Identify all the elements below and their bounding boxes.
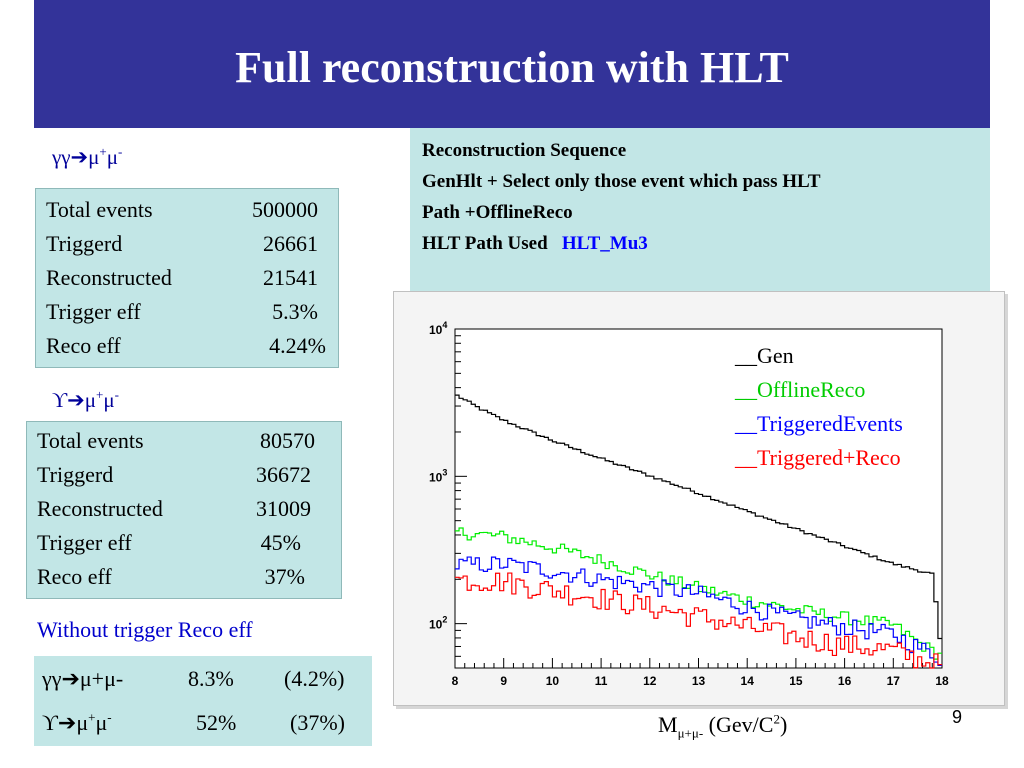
series-line-0 [455,394,942,640]
x-axis-caption: Mμ+μ- (Gev/C2) [658,711,788,741]
stat-label: Triggerd [37,462,114,487]
x-caption-sub: μ+μ- [677,725,704,741]
stat-value: 26661 [263,231,318,256]
process2-label-sup2: - [114,387,119,402]
legend-triggered-events: __TriggeredEvents [735,411,903,436]
stat-row: Triggerd 26661 [36,231,338,265]
reconstruction-sequence-box: Reconstruction Sequence GenHlt + Select … [410,128,990,292]
note-without-trigger: Without trigger Reco eff [37,617,253,642]
x-caption-main: M [658,712,678,737]
recon-line-1: Reconstruction Sequence [422,140,627,161]
summary-eff: 52% [196,710,237,735]
stat-value: 36672 [256,462,311,487]
summary-row-2: ϒ➔μ+μ- 52% (37%) [34,702,372,746]
stat-row: Total events 80570 [27,428,341,462]
process2-label: ϒ➔μ+μ- [52,388,119,413]
x-tick-label: 10 [546,674,560,688]
legend-offline-reco: __OfflineReco [735,377,866,402]
process1-label-sup1: + [99,144,107,159]
summary-process-mid: μ [95,710,108,735]
x-tick-label: 17 [887,674,901,688]
recon-line-4: HLT Path Used HLT_Mu3 [422,233,648,255]
process2-label-sup1: + [96,387,104,402]
stat-label: Reconstructed [37,496,163,521]
stat-value: 5.3% [272,299,318,324]
slide-title: Full reconstruction with HLT [235,43,789,92]
hlt-path-name: HLT_Mu3 [561,233,648,254]
x-tick-label: 18 [935,674,949,688]
legend-gen: __Gen [735,343,794,368]
process1-label-sup2: - [118,144,123,159]
x-tick-label: 12 [643,674,657,688]
stat-row: Reconstructed 21541 [36,265,338,299]
process2-label-main: ϒ➔μ [52,388,97,412]
stat-value: 45% [260,530,301,555]
stat-row: Trigger eff 45% [27,530,341,564]
process1-label-mid: μ [106,145,119,169]
stat-label: Total events [37,428,144,453]
stat-value: 31009 [256,496,311,521]
stat-label: Trigger eff [46,299,141,324]
stat-row: Total events 500000 [36,197,338,231]
summary-eff-reco: (37%) [290,710,345,735]
process1-label-main: γγ➔μ [52,145,100,169]
summary-process-main: ϒ➔μ [42,710,89,735]
x-tick-label: 13 [692,674,706,688]
summary-row-1: γγ➔μ+μ- 8.3% (4.2%) [34,656,372,702]
x-tick-label: 15 [789,674,803,688]
process2-stats-box: Total events 80570 Triggerd 36672 Reconstr… [26,421,342,599]
x-tick-label: 8 [452,674,459,688]
stat-label: Total events [46,197,153,222]
y-tick-label: 103 [429,467,447,484]
stat-row: Reconstructed 31009 [27,496,341,530]
stat-row: Reco eff 37% [27,564,341,598]
recon-line-2: GenHlt + Select only those event which p… [422,171,821,192]
series-line-3 [455,572,942,669]
y-tick-label: 102 [429,615,447,632]
x-caption-sup: 2 [773,711,780,727]
stat-value: 500000 [252,197,318,222]
legend-triggered-reco: __Triggered+Reco [735,445,901,470]
x-tick-label: 11 [595,674,608,688]
stat-row: Trigger eff 5.3% [36,299,338,333]
process1-stats-box: Total events 500000 Triggerd 26661 Reconst… [35,188,339,368]
summary-process-sup2: - [107,709,112,725]
x-caption-rest: (Gev/C [703,712,774,737]
x-caption-end: ) [779,712,788,737]
summary-eff-reco: (4.2%) [284,666,345,691]
process1-label: γγ➔μ+μ- [52,145,122,170]
x-tick-label: 16 [838,674,852,688]
x-tick-label: 9 [500,674,507,688]
summary-process: γγ➔μ+μ- [42,666,124,691]
stat-label: Trigger eff [37,530,132,555]
stat-label: Reconstructed [46,265,172,290]
x-tick-label: 14 [741,674,755,688]
histogram-chart: 8 9 10 11 12 13 14 15 16 17 18 102 103 104 [429,320,949,688]
stat-value: 80570 [260,428,315,453]
stat-label: Triggerd [46,231,123,256]
y-tick-label: 104 [429,320,447,337]
stat-row: Reco eff 4.24% [36,333,338,367]
stat-row: Triggerd 36672 [27,462,341,496]
hlt-path-prefix: HLT Path Used [422,233,548,254]
summary-eff: 8.3% [188,666,234,691]
stat-label: Reco eff [37,564,112,589]
stat-label: Reco eff [46,333,121,358]
stat-value: 4.24% [269,333,326,358]
summary-process: ϒ➔μ+μ- [42,710,112,736]
summary-process-sup1: + [88,709,96,725]
title-bar: Full reconstruction with HLT [34,0,990,128]
series-line-2 [455,556,942,667]
stat-value: 21541 [263,265,318,290]
page-number: 9 [952,707,963,727]
process2-label-mid: μ [103,388,115,412]
stat-value: 37% [264,564,305,589]
recon-line-3: Path +OfflineReco [422,202,573,223]
